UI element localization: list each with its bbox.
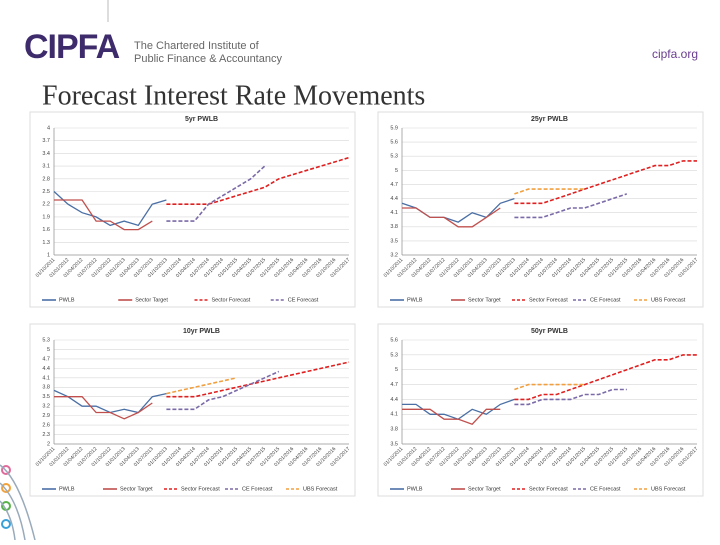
legend-label: UBS Forecast — [303, 486, 338, 492]
y-tick-label: 4.1 — [42, 375, 50, 381]
y-tick-label: 2.2 — [42, 202, 50, 208]
y-tick-label: 1 — [47, 252, 50, 258]
series-line — [514, 188, 585, 195]
y-tick-label: 3.2 — [390, 252, 398, 258]
series-line — [53, 191, 167, 227]
legend-label: Sector Forecast — [529, 486, 568, 492]
legend-label: Sector Target — [135, 297, 168, 303]
series-line — [402, 408, 501, 425]
y-tick-label: 5.6 — [390, 337, 398, 343]
y-tick-label: 5.6 — [390, 140, 398, 146]
y-tick-label: 2.6 — [42, 423, 50, 429]
series-line — [166, 370, 280, 411]
y-tick-label: 3.8 — [42, 385, 50, 391]
chart: 10yr PWLB 2 2.3 2.6 2.9 3.2 3.5 3.8 4.1 4.4 4.7 5 5.… — [29, 323, 356, 497]
chart-frame — [377, 111, 704, 308]
y-tick-label: 2.5 — [42, 189, 50, 195]
y-tick-label: 5 — [47, 347, 50, 353]
legend-label: Sector Forecast — [529, 297, 568, 303]
chart-title: 10yr PWLB — [183, 328, 220, 335]
series-line — [166, 361, 350, 398]
series-line — [166, 165, 266, 222]
y-tick-label: 4.4 — [42, 366, 50, 372]
series-line — [514, 193, 628, 219]
series-line — [54, 396, 153, 420]
y-tick-label: 3.8 — [390, 224, 398, 230]
y-tick-label: 4.1 — [390, 210, 398, 216]
y-tick-label: 1.9 — [42, 214, 50, 220]
y-tick-label: 4 — [47, 125, 50, 131]
y-tick-label: 1.3 — [42, 240, 50, 246]
legend-label: Sector Forecast — [181, 486, 220, 492]
legend-label: UBS Forecast — [651, 486, 686, 492]
chart: 25yr PWLB3.23.53.84.14.44.755.35.65.901/… — [377, 111, 704, 308]
y-tick-label: 3.5 — [390, 441, 398, 447]
y-tick-label: 2.9 — [42, 413, 50, 419]
y-tick-label: 5.3 — [390, 154, 398, 160]
y-tick-label: 3.7 — [42, 138, 50, 144]
series-line — [166, 156, 350, 205]
legend-label: PWLB — [59, 297, 75, 303]
y-tick-label: 5.3 — [390, 352, 398, 358]
y-tick-label: 5 — [395, 168, 398, 174]
legend-label: Sector Target — [468, 486, 501, 492]
y-tick-label: 4.7 — [42, 356, 50, 362]
legend-label: PWLB — [407, 486, 423, 492]
y-tick-label: 4.4 — [390, 397, 398, 403]
y-tick-label: 5.9 — [390, 125, 398, 131]
series-line — [514, 388, 627, 406]
decoration — [0, 464, 36, 541]
legend-label: UBS Forecast — [651, 297, 686, 303]
y-tick-label: 3.4 — [42, 151, 50, 157]
y-tick-label: 3.1 — [42, 164, 50, 170]
y-tick-label: 4.7 — [390, 182, 398, 188]
legend-label: PWLB — [59, 486, 75, 492]
series-line — [514, 354, 697, 401]
series-line — [402, 207, 501, 228]
y-tick-label: 4.7 — [390, 382, 398, 388]
series-line — [514, 160, 697, 205]
y-tick-label: 2 — [47, 441, 50, 447]
tagline: The Chartered Institute of — [134, 40, 260, 52]
chart: 5yr PWLB11.31.61.92.22.52.83.13.43.7401/… — [29, 111, 356, 308]
site-link[interactable]: cipfa.org — [652, 47, 698, 61]
legend-label: CE Forecast — [590, 486, 621, 492]
y-tick-label: 3.8 — [390, 427, 398, 433]
y-tick-label: 3.5 — [42, 394, 50, 400]
slide-title: Forecast Interest Rate Movements — [42, 80, 425, 111]
logo: CIPFA — [24, 28, 120, 66]
y-tick-label: 3.2 — [42, 404, 50, 410]
y-tick-label: 3.5 — [390, 238, 398, 244]
chart-title: 50yr PWLB — [531, 328, 568, 335]
legend-label: Sector Forecast — [212, 297, 251, 303]
legend-label: PWLB — [407, 297, 423, 303]
series-line — [54, 199, 153, 231]
chart-frame — [377, 323, 704, 497]
legend-label: CE Forecast — [590, 297, 621, 303]
y-tick-label: 2.8 — [42, 176, 50, 182]
y-tick-label: 4.4 — [390, 196, 398, 202]
tagline: Public Finance & Accountancy — [134, 53, 282, 65]
chart-title: 5yr PWLB — [185, 116, 218, 123]
legend-label: CE Forecast — [288, 297, 319, 303]
y-tick-label: 5 — [395, 367, 398, 373]
chart: 50yr PWLB3.53.84.14.44.755.35.601/10/201… — [377, 323, 704, 497]
y-tick-label: 4.1 — [390, 412, 398, 418]
chart-frame — [29, 111, 356, 308]
legend-label: Sector Target — [120, 486, 153, 492]
series-line — [514, 383, 585, 391]
legend-label: CE Forecast — [242, 486, 273, 492]
y-tick-label: 5.3 — [42, 337, 50, 343]
legend-label: Sector Target — [468, 297, 501, 303]
y-tick-label: 2.3 — [42, 432, 50, 438]
y-tick-label: 1.6 — [42, 227, 50, 233]
chart-title: 25yr PWLB — [531, 116, 568, 123]
